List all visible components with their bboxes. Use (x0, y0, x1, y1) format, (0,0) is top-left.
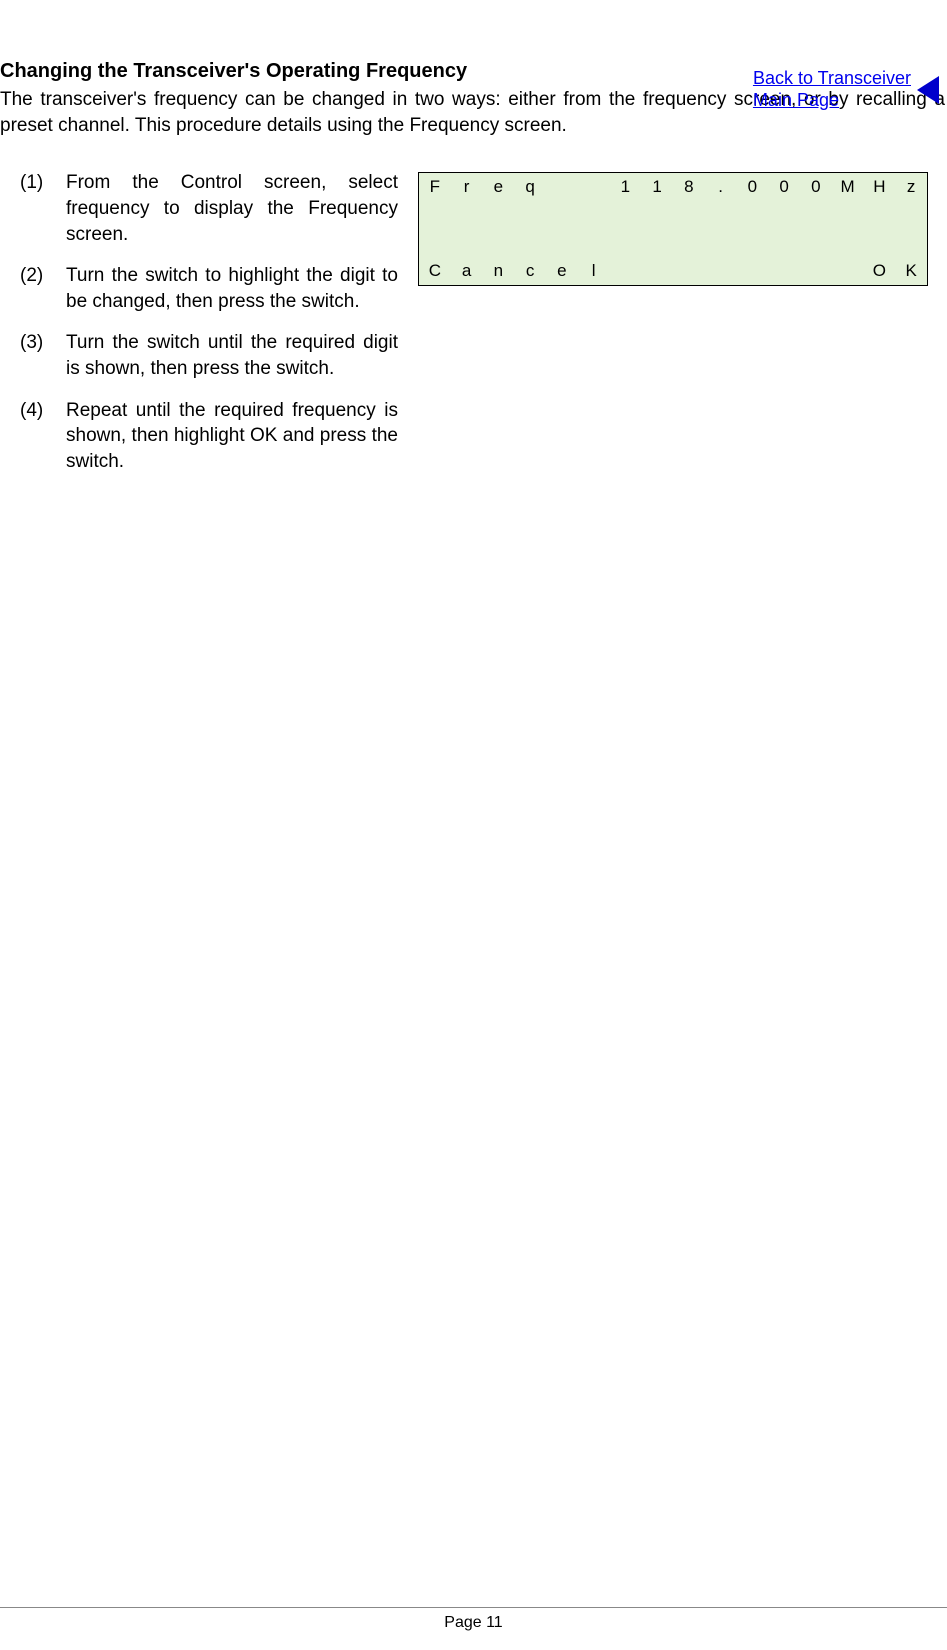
lcd-cell: 0 (800, 176, 832, 199)
lcd-cell: e (546, 260, 578, 283)
lcd-cell: z (895, 176, 927, 199)
lcd-cell: r (451, 176, 483, 199)
page-number: Page 11 (0, 1612, 947, 1634)
step-item: (1) From the Control screen, select freq… (20, 170, 398, 247)
step-text: Repeat until the required frequency is s… (66, 398, 398, 475)
step-item: (2) Turn the switch to highlight the dig… (20, 263, 398, 314)
step-number: (3) (20, 330, 66, 381)
step-number: (4) (20, 398, 66, 475)
lcd-cell: n (483, 260, 515, 283)
lcd-cell: 1 (610, 176, 642, 199)
lcd-cell: H (864, 176, 896, 199)
step-item: (4) Repeat until the required frequency … (20, 398, 398, 475)
lcd-cell: a (451, 260, 483, 283)
step-text: Turn the switch to highlight the digit t… (66, 263, 398, 314)
lcd-cell: F (419, 176, 451, 199)
back-arrow-icon (917, 76, 939, 104)
lcd-cell: e (483, 176, 515, 199)
lcd-column: Freq118.000MHzCancelOK (418, 170, 947, 286)
lcd-cell: c (514, 260, 546, 283)
lcd-cell: 0 (737, 176, 769, 199)
step-number: (1) (20, 170, 66, 247)
lcd-cell: C (419, 260, 451, 283)
lcd-row: Freq118.000MHz (419, 173, 927, 201)
content-row: (1) From the Control screen, select freq… (0, 170, 947, 490)
lcd-cell: M (832, 176, 864, 199)
step-item: (3) Turn the switch until the required d… (20, 330, 398, 381)
lcd-display: Freq118.000MHzCancelOK (418, 172, 928, 286)
back-link-line1: Back to Transceiver (753, 68, 911, 88)
lcd-cell: 1 (641, 176, 673, 199)
lcd-row: Cancel OK (419, 257, 927, 285)
back-link[interactable]: Back to Transceiver Main Page (753, 68, 939, 111)
lcd-row (419, 229, 927, 257)
step-text: From the Control screen, select frequenc… (66, 170, 398, 247)
lcd-cell: . (705, 176, 737, 199)
lcd-cell: q (514, 176, 546, 199)
lcd-row (419, 201, 927, 229)
back-link-line2: Main Page (753, 90, 839, 110)
step-text: Turn the switch until the required digit… (66, 330, 398, 381)
lcd-cell: 8 (673, 176, 705, 199)
footer-divider (0, 1607, 947, 1608)
steps-column: (1) From the Control screen, select freq… (0, 170, 398, 490)
lcd-cell: K (895, 260, 927, 283)
lcd-cell: O (864, 260, 896, 283)
lcd-cell: 0 (768, 176, 800, 199)
back-link-text: Back to Transceiver Main Page (753, 68, 911, 111)
step-number: (2) (20, 263, 66, 314)
lcd-cell: l (578, 260, 610, 283)
